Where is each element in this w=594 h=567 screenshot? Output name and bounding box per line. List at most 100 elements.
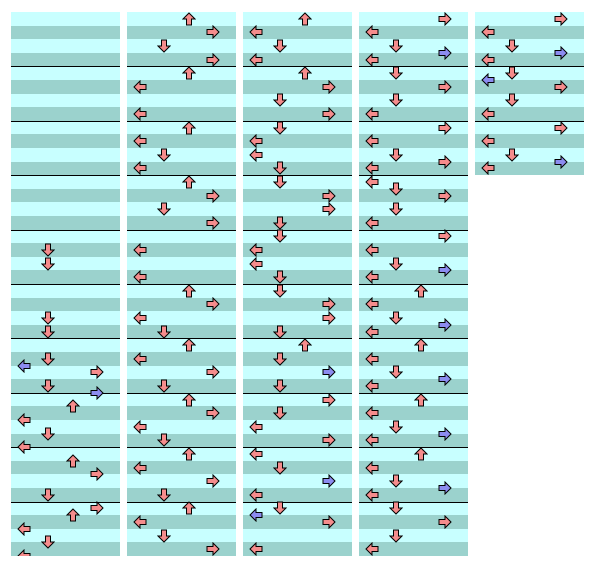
right-arrow-icon xyxy=(438,121,452,135)
right-arrow-icon xyxy=(206,474,220,488)
down-arrow-icon xyxy=(41,257,55,271)
up-arrow-icon xyxy=(182,175,196,189)
beat-stripe xyxy=(11,53,120,67)
beat-stripe xyxy=(359,352,468,366)
right-arrow-icon xyxy=(90,365,104,379)
measure-line xyxy=(11,175,120,176)
measure-line xyxy=(11,502,120,503)
beat-stripe xyxy=(11,230,120,244)
down-arrow-icon xyxy=(273,461,287,475)
beat-stripe xyxy=(359,447,468,461)
down-arrow-icon xyxy=(41,427,55,441)
measure-line xyxy=(359,338,468,339)
right-arrow-icon xyxy=(554,12,568,26)
right-arrow-icon xyxy=(554,155,568,169)
beat-stripe xyxy=(243,393,352,407)
down-arrow-icon xyxy=(505,93,519,107)
left-arrow-icon xyxy=(481,53,495,67)
right-arrow-icon xyxy=(322,202,336,216)
measure-line xyxy=(359,121,468,122)
right-arrow-icon xyxy=(322,189,336,203)
beat-stripe xyxy=(243,162,352,176)
right-arrow-icon xyxy=(554,121,568,135)
measure-line xyxy=(11,121,120,122)
left-arrow-icon xyxy=(17,440,31,454)
beat-stripe xyxy=(127,447,236,461)
beat-stripe xyxy=(475,12,584,26)
down-arrow-icon xyxy=(389,202,403,216)
beat-stripe xyxy=(475,66,584,80)
up-arrow-icon xyxy=(182,284,196,298)
beat-stripe xyxy=(127,12,236,26)
left-arrow-icon xyxy=(133,461,147,475)
down-arrow-icon xyxy=(157,148,171,162)
left-arrow-icon xyxy=(481,161,495,175)
measure-line xyxy=(243,175,352,176)
chart-column xyxy=(127,12,236,556)
down-arrow-icon xyxy=(157,433,171,447)
left-arrow-icon xyxy=(365,243,379,257)
beat-stripe xyxy=(127,474,236,488)
beat-stripe xyxy=(243,284,352,298)
measure-line xyxy=(243,66,352,67)
beat-stripe xyxy=(243,39,352,53)
beat-stripe xyxy=(243,461,352,475)
right-arrow-icon xyxy=(206,25,220,39)
beat-stripe xyxy=(127,502,236,516)
beat-stripe xyxy=(359,434,468,448)
beat-stripe xyxy=(475,148,584,162)
beat-stripe xyxy=(127,542,236,556)
beat-stripe xyxy=(243,121,352,135)
beat-stripe xyxy=(475,53,584,67)
down-arrow-icon xyxy=(157,488,171,502)
right-arrow-icon xyxy=(322,311,336,325)
beat-stripe xyxy=(11,529,120,543)
beat-stripe xyxy=(243,202,352,216)
beat-stripe xyxy=(11,189,120,203)
beat-stripe xyxy=(11,121,120,135)
beat-stripe xyxy=(11,284,120,298)
beat-stripe xyxy=(11,175,120,189)
beat-stripe xyxy=(359,379,468,393)
right-arrow-icon xyxy=(322,365,336,379)
beat-stripe xyxy=(359,420,468,434)
beat-stripe xyxy=(243,502,352,516)
beat-stripe xyxy=(243,325,352,339)
left-arrow-icon xyxy=(17,549,31,556)
right-arrow-icon xyxy=(438,372,452,386)
measure-line xyxy=(11,66,120,67)
right-arrow-icon xyxy=(554,46,568,60)
left-arrow-icon xyxy=(133,243,147,257)
beat-stripe xyxy=(11,338,120,352)
right-arrow-icon xyxy=(322,107,336,121)
beat-stripe xyxy=(127,175,236,189)
beat-stripe xyxy=(127,243,236,257)
left-arrow-icon xyxy=(365,216,379,230)
down-arrow-icon xyxy=(273,352,287,366)
chart-column xyxy=(475,12,584,175)
beat-stripe xyxy=(243,352,352,366)
left-arrow-icon xyxy=(481,107,495,121)
beat-stripe xyxy=(475,162,584,175)
right-arrow-icon xyxy=(206,189,220,203)
left-arrow-icon xyxy=(133,270,147,284)
beat-stripe xyxy=(11,406,120,420)
beat-stripe xyxy=(243,175,352,189)
beat-stripe xyxy=(359,107,468,121)
beat-stripe xyxy=(243,257,352,271)
beat-stripe xyxy=(243,515,352,529)
left-arrow-icon xyxy=(133,420,147,434)
right-arrow-icon xyxy=(322,515,336,529)
down-arrow-icon xyxy=(41,488,55,502)
beat-stripe xyxy=(127,121,236,135)
measure-line xyxy=(127,121,236,122)
chart-column xyxy=(11,12,120,556)
left-arrow-icon xyxy=(249,447,263,461)
left-arrow-icon xyxy=(365,53,379,67)
beat-stripe xyxy=(127,338,236,352)
up-arrow-icon xyxy=(298,12,312,26)
left-arrow-icon xyxy=(365,542,379,556)
beat-stripe xyxy=(11,298,120,312)
beat-stripe xyxy=(11,379,120,393)
